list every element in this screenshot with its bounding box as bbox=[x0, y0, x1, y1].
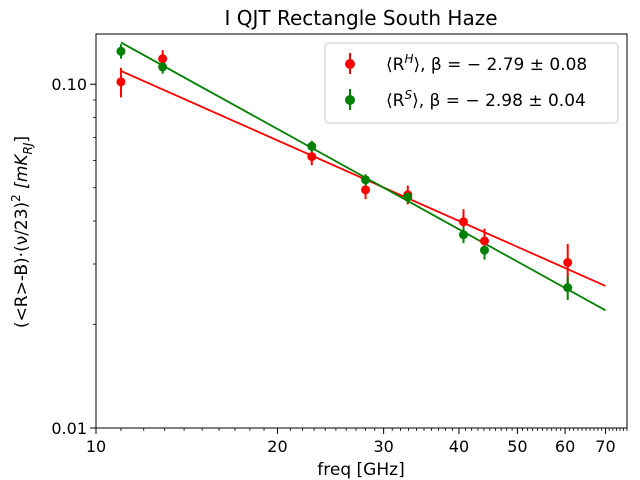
data-point-0-3 bbox=[361, 185, 371, 195]
y-axis-label-main: (<R>-B)·(ν/23) bbox=[12, 202, 32, 328]
data-point-1-2 bbox=[307, 141, 317, 151]
chart-title: I QJT Rectangle South Haze bbox=[224, 6, 497, 30]
data-point-0-1 bbox=[158, 54, 168, 64]
y-tick-label-0: 0.01 bbox=[51, 419, 87, 438]
legend-marker-h bbox=[345, 59, 355, 69]
legend-marker-s bbox=[345, 95, 355, 105]
y-axis-label-unit-sub: RJ bbox=[21, 142, 35, 154]
x-tick-label-5: 60 bbox=[555, 437, 575, 456]
y-axis-label-unit-close: ] bbox=[12, 136, 32, 143]
data-point-1-3 bbox=[361, 175, 371, 185]
legend-label-s-suffix: ⟩, β = − 2.98 ± 0.04 bbox=[412, 91, 586, 111]
y-axis-label-unit: [mK bbox=[12, 153, 32, 195]
data-point-1-0 bbox=[116, 46, 126, 56]
ticks: 10 20 30 40 50 60 70 0.01 0.10 bbox=[51, 75, 628, 456]
legend-label-h: ⟨RH⟩, β = − 2.79 ± 0.08 bbox=[386, 52, 587, 75]
data-point-0-5 bbox=[458, 217, 468, 227]
legend-label-s: ⟨RS⟩, β = − 2.98 ± 0.04 bbox=[386, 88, 586, 111]
legend-entry-h: ⟨RH⟩, β = − 2.79 ± 0.08 bbox=[345, 52, 587, 75]
data-point-0-0 bbox=[116, 77, 126, 87]
data-point-1-6 bbox=[480, 245, 490, 255]
x-axis-label: freq [GHz] bbox=[317, 460, 404, 480]
x-tick-label-3: 40 bbox=[449, 437, 469, 456]
data-point-0-7 bbox=[563, 257, 573, 267]
y-axis-label: (<R>-B)·(ν/23)2 [mKRJ] bbox=[9, 136, 35, 328]
data-point-0-6 bbox=[480, 236, 490, 246]
legend-label-h-sup: H bbox=[404, 52, 413, 66]
axes bbox=[95, 33, 628, 429]
x-tick-label-0: 10 bbox=[86, 437, 106, 456]
legend-label-h-suffix: ⟩, β = − 2.79 ± 0.08 bbox=[413, 55, 587, 75]
y-axis-label-sq: 2 bbox=[9, 194, 23, 202]
data-point-1-7 bbox=[563, 283, 573, 293]
x-tick-label-6: 70 bbox=[595, 437, 615, 456]
legend-label-h-prefix: ⟨R bbox=[386, 55, 405, 75]
axes-frame bbox=[95, 33, 628, 429]
x-tick-label-2: 30 bbox=[373, 437, 393, 456]
legend-label-s-prefix: ⟨R bbox=[386, 91, 405, 111]
legend-box bbox=[324, 42, 619, 124]
x-tick-label-1: 20 bbox=[267, 437, 287, 456]
data-point-1-4 bbox=[403, 192, 413, 202]
y-tick-label-1: 0.10 bbox=[51, 75, 87, 94]
legend: ⟨RH⟩, β = − 2.79 ± 0.08 ⟨RS⟩, β = − 2.98… bbox=[324, 42, 619, 124]
data-point-1-1 bbox=[158, 62, 168, 72]
x-tick-label-4: 50 bbox=[507, 437, 527, 456]
legend-label-s-sup: S bbox=[404, 88, 412, 102]
data-point-1-5 bbox=[458, 230, 468, 240]
data-points bbox=[116, 46, 573, 293]
legend-entry-s: ⟨RS⟩, β = − 2.98 ± 0.04 bbox=[345, 88, 586, 111]
data-point-0-2 bbox=[307, 152, 317, 162]
